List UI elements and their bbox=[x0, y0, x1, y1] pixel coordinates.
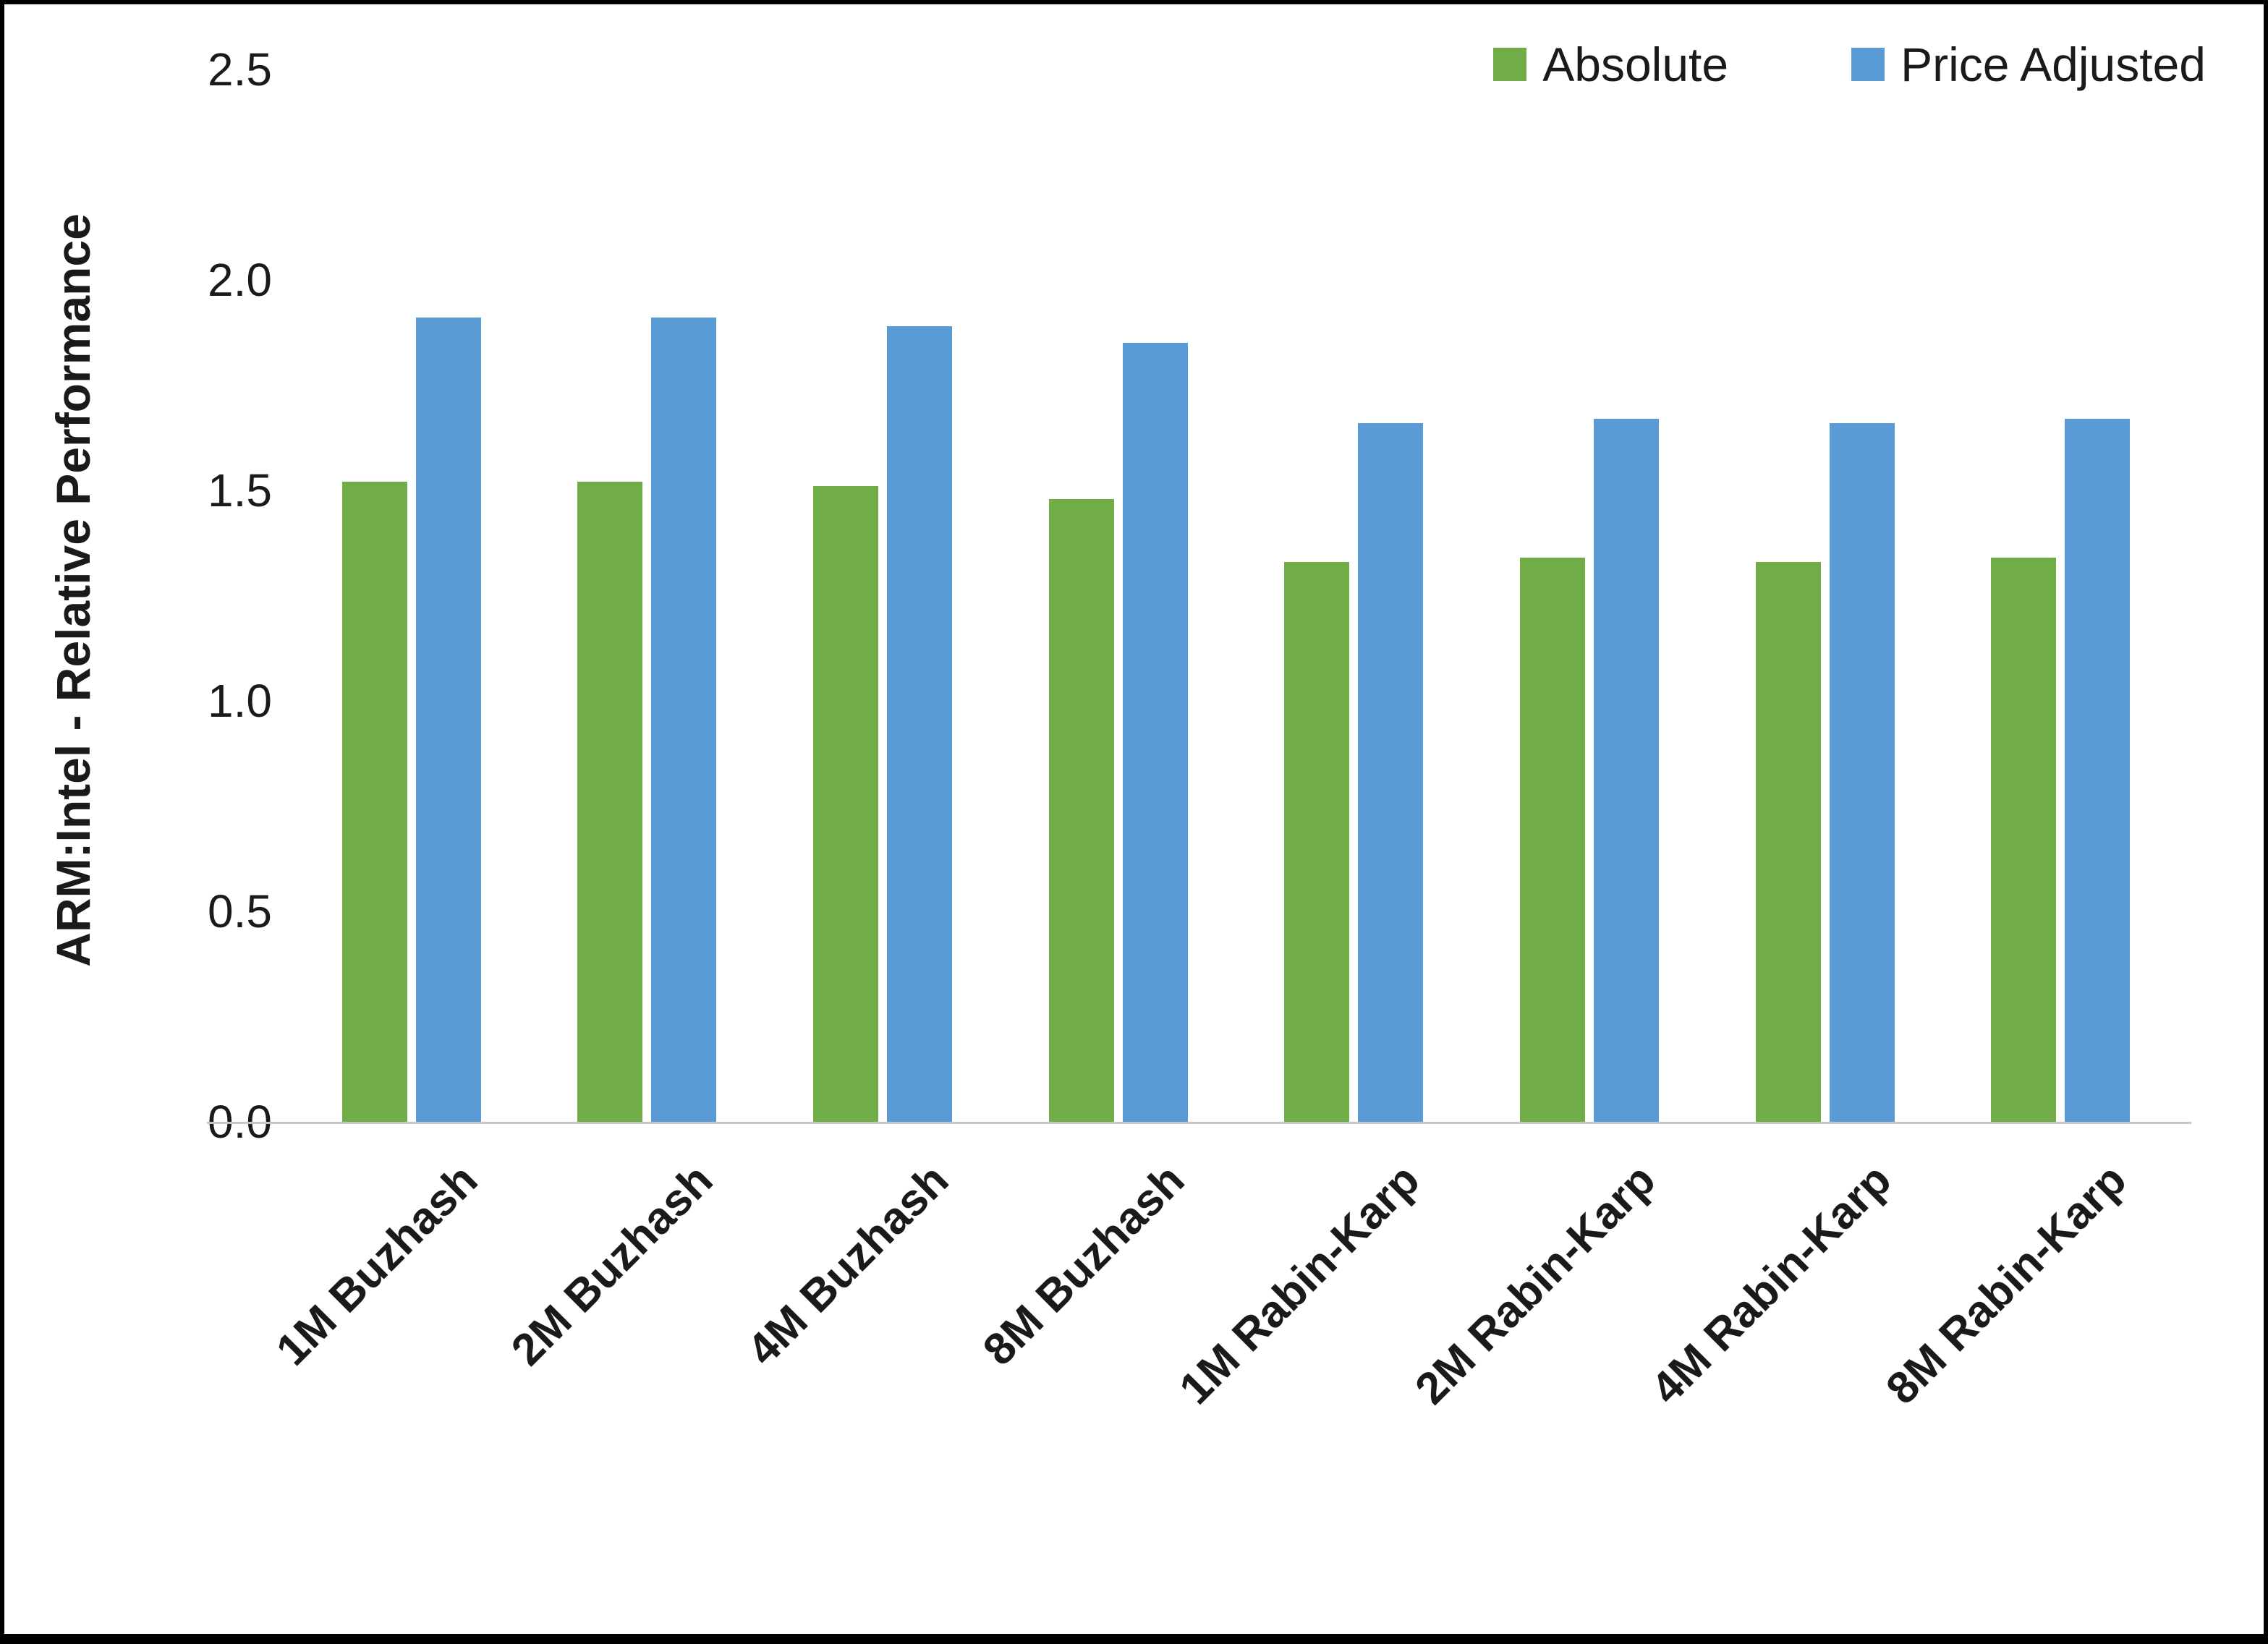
bar-price-adjusted bbox=[651, 318, 717, 1122]
y-tick-label: 2.5 bbox=[208, 43, 272, 95]
x-axis-label: 8M Buzhash bbox=[973, 1154, 1194, 1376]
bar-price-adjusted bbox=[1829, 422, 1895, 1122]
y-axis-title: ARM:Intel - Relative Performance bbox=[46, 213, 100, 967]
category-group: 2M Buzhash bbox=[502, 69, 765, 1375]
y-tick-label: 0.5 bbox=[208, 885, 272, 937]
bar-price-adjusted bbox=[1358, 422, 1424, 1122]
category-group: 4M Buzhash bbox=[738, 69, 1001, 1375]
category-group: 8M Buzhash bbox=[974, 69, 1236, 1375]
x-axis-label: 1M Buzhash bbox=[266, 1154, 488, 1376]
legend-item-absolute: Absolute bbox=[1493, 37, 1728, 92]
legend-item-price-adjusted: Price Adjusted bbox=[1851, 37, 2206, 92]
x-axis-label: 8M Rabin-Karp bbox=[1877, 1154, 2136, 1414]
category-group: 1M Buzhash bbox=[267, 69, 530, 1375]
bar-price-adjusted bbox=[887, 326, 953, 1122]
x-axis-line bbox=[207, 1122, 2191, 1124]
x-axis-label: 4M Buzhash bbox=[737, 1154, 959, 1376]
legend: Absolute Price Adjusted bbox=[1493, 37, 2206, 92]
legend-label-price-adjusted: Price Adjusted bbox=[1900, 38, 2206, 91]
x-axis-label: 1M Rabin-Karp bbox=[1170, 1154, 1430, 1414]
bar-absolute bbox=[1284, 561, 1350, 1122]
bar-price-adjusted bbox=[1122, 343, 1188, 1122]
bar-absolute bbox=[577, 482, 643, 1122]
y-tick-label: 2.0 bbox=[208, 254, 272, 306]
category-group: 2M Rabin-Karp bbox=[1406, 69, 1707, 1414]
y-tick-label: 1.0 bbox=[208, 675, 272, 727]
x-axis-label: 4M Rabin-Karp bbox=[1641, 1154, 1901, 1414]
plot-area: 1M Buzhash 2M Buzhash 4M Buzhash 8M Buzhash… bbox=[267, 69, 2178, 1414]
bar-absolute bbox=[1519, 558, 1585, 1122]
bar-absolute bbox=[341, 482, 407, 1122]
bar-price-adjusted bbox=[2065, 419, 2131, 1122]
y-tick-label: 1.5 bbox=[208, 464, 272, 516]
category-group: 8M Rabin-Karp bbox=[1877, 69, 2178, 1414]
x-axis-label: 2M Buzhash bbox=[502, 1154, 723, 1376]
category-group: 4M Rabin-Karp bbox=[1641, 69, 1943, 1414]
x-axis-label: 2M Rabin-Karp bbox=[1406, 1154, 1665, 1414]
category-group: 1M Rabin-Karp bbox=[1171, 69, 1472, 1414]
price-adjusted-series-swatch-icon bbox=[1851, 48, 1885, 81]
legend-label-absolute: Absolute bbox=[1542, 38, 1729, 91]
absolute-series-swatch-icon bbox=[1493, 48, 1527, 81]
bar-absolute bbox=[1048, 498, 1114, 1122]
bar-price-adjusted bbox=[1593, 419, 1659, 1122]
bar-price-adjusted bbox=[415, 318, 481, 1122]
bar-absolute bbox=[1991, 558, 2057, 1122]
bar-absolute bbox=[813, 486, 879, 1122]
y-axis-ticks: 0.0 0.5 1.0 1.5 2.0 2.5 bbox=[106, 46, 272, 1145]
bar-absolute bbox=[1755, 561, 1821, 1122]
